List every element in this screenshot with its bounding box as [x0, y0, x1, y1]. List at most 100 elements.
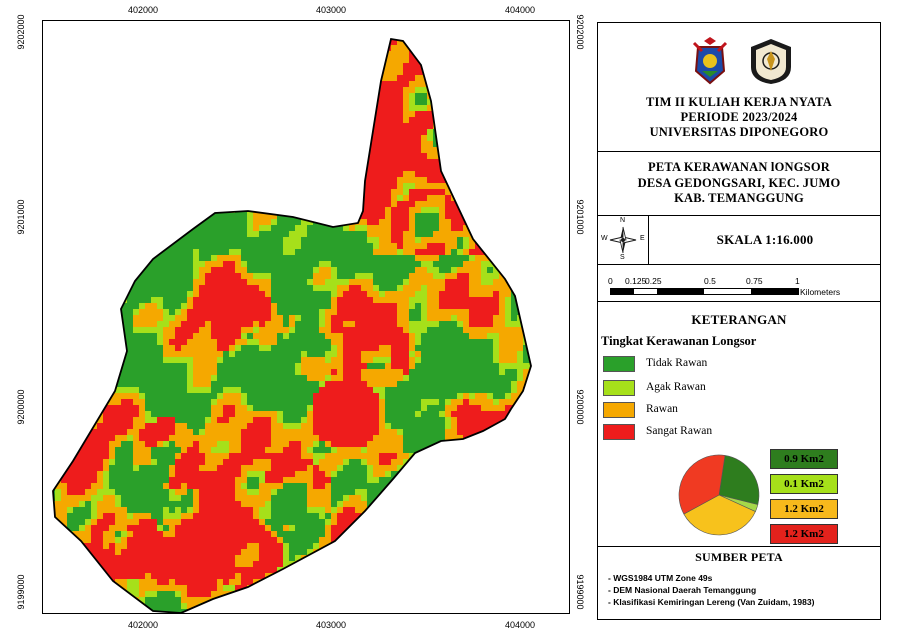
raster-cell	[145, 333, 151, 339]
raster-cell	[499, 453, 505, 459]
raster-cell	[187, 87, 193, 93]
raster-cell	[487, 33, 493, 39]
raster-cell	[403, 393, 409, 399]
raster-cell	[355, 291, 361, 297]
raster-cell	[403, 447, 409, 453]
raster-cell	[121, 249, 127, 255]
raster-cell	[157, 459, 163, 465]
raster-cell	[229, 123, 235, 129]
raster-cell	[415, 363, 421, 369]
raster-cell	[535, 105, 541, 111]
raster-cell	[265, 147, 271, 153]
raster-cell	[517, 429, 523, 435]
raster-cell	[157, 321, 163, 327]
raster-cell	[325, 21, 331, 27]
raster-cell	[487, 429, 493, 435]
raster-cell	[559, 249, 565, 255]
raster-cell	[235, 117, 241, 123]
raster-cell	[253, 165, 259, 171]
raster-cell	[505, 429, 511, 435]
raster-cell	[373, 261, 379, 267]
raster-cell	[559, 435, 565, 441]
raster-cell	[247, 297, 253, 303]
raster-cell	[253, 375, 259, 381]
raster-cell	[439, 447, 445, 453]
raster-cell	[367, 51, 373, 57]
raster-cell	[451, 297, 457, 303]
raster-cell	[511, 171, 517, 177]
raster-cell	[463, 381, 469, 387]
raster-cell	[205, 165, 211, 171]
raster-cell	[193, 63, 199, 69]
raster-cell	[73, 69, 79, 75]
raster-cell	[163, 465, 169, 471]
raster-cell	[307, 177, 313, 183]
raster-cell	[187, 213, 193, 219]
raster-cell	[151, 399, 157, 405]
raster-cell	[211, 231, 217, 237]
raster-cell	[91, 351, 97, 357]
raster-cell	[193, 261, 199, 267]
raster-cell	[373, 165, 379, 171]
raster-cell	[331, 123, 337, 129]
raster-cell	[481, 345, 487, 351]
raster-cell	[307, 321, 313, 327]
raster-cell	[529, 393, 531, 399]
raster-cell	[367, 315, 373, 321]
raster-cell	[277, 273, 283, 279]
raster-cell	[361, 273, 367, 279]
raster-cell	[73, 285, 79, 291]
raster-cell	[517, 201, 523, 207]
raster-cell	[439, 369, 445, 375]
raster-cell	[103, 267, 109, 273]
raster-cell	[535, 39, 541, 45]
raster-cell	[53, 141, 55, 147]
raster-cell	[463, 93, 469, 99]
raster-cell	[307, 399, 313, 405]
raster-cell	[403, 135, 409, 141]
raster-cell	[211, 69, 217, 75]
raster-cell	[67, 285, 73, 291]
raster-cell	[61, 387, 67, 393]
raster-cell	[379, 45, 385, 51]
raster-cell	[553, 357, 559, 363]
raster-cell	[115, 363, 121, 369]
raster-cell	[391, 213, 397, 219]
raster-cell	[529, 321, 531, 327]
raster-cell	[151, 147, 157, 153]
raster-cell	[277, 333, 283, 339]
raster-cell	[163, 93, 169, 99]
raster-cell	[97, 171, 103, 177]
raster-cell	[439, 339, 445, 345]
map-frame[interactable]	[42, 20, 570, 614]
raster-cell	[445, 285, 451, 291]
raster-cell	[157, 207, 163, 213]
raster-cell	[547, 171, 553, 177]
raster-cell	[559, 357, 565, 363]
raster-cell	[433, 243, 439, 249]
raster-cell	[73, 465, 79, 471]
raster-cell	[187, 267, 193, 273]
raster-cell	[337, 309, 343, 315]
raster-cell	[475, 357, 481, 363]
raster-cell	[115, 459, 121, 465]
raster-cell	[439, 363, 445, 369]
raster-cell	[451, 153, 457, 159]
raster-cell	[409, 375, 415, 381]
raster-cell	[145, 273, 151, 279]
raster-cell	[427, 321, 433, 327]
raster-cell	[67, 369, 73, 375]
raster-cell	[229, 273, 235, 279]
raster-cell	[97, 135, 103, 141]
raster-cell	[127, 375, 133, 381]
raster-cell	[43, 297, 49, 303]
raster-cell	[229, 357, 235, 363]
raster-cell	[463, 357, 469, 363]
raster-cell	[163, 75, 169, 81]
raster-cell	[187, 447, 193, 453]
raster-cell	[553, 99, 559, 105]
raster-cell	[307, 393, 313, 399]
landslide-map[interactable]	[43, 21, 569, 613]
raster-cell	[55, 27, 61, 33]
raster-cell	[499, 75, 505, 81]
